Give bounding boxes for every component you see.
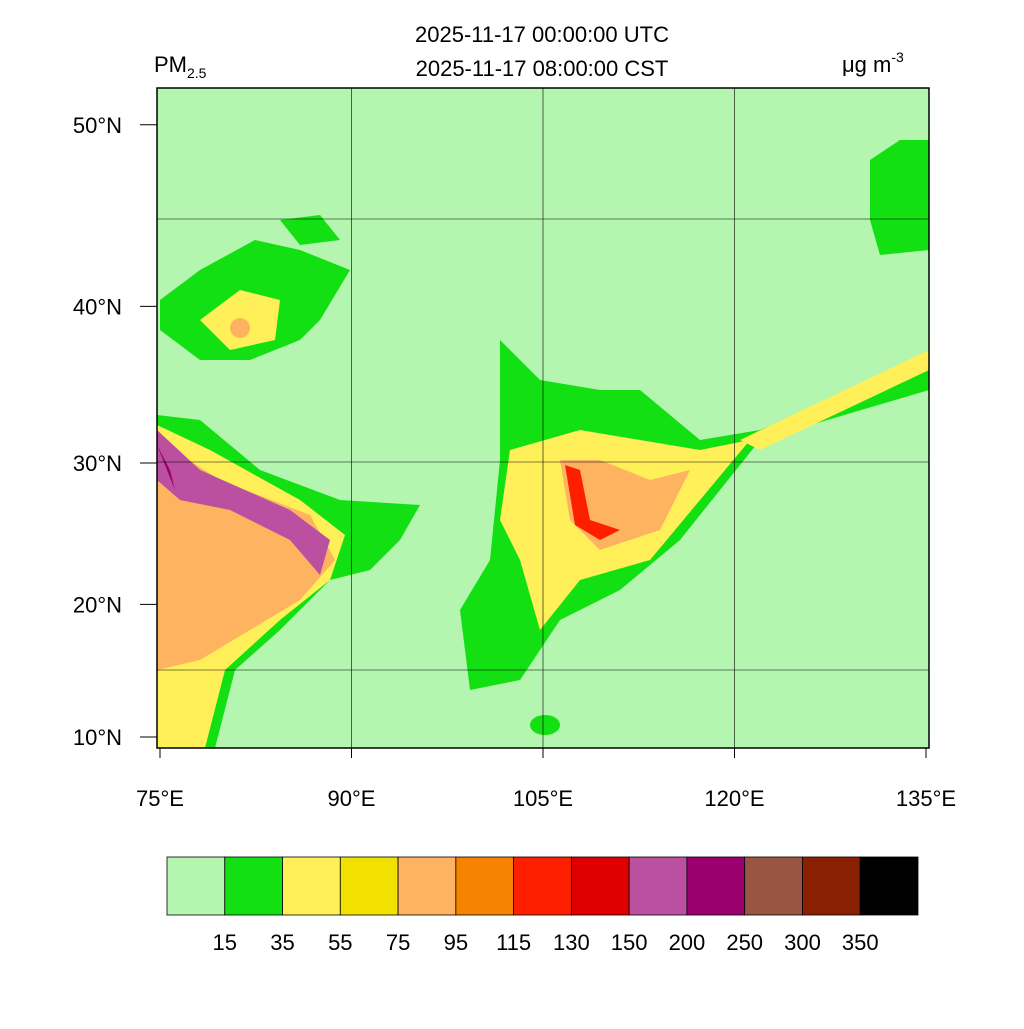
colorbar-box xyxy=(628,856,688,916)
title-line: 2025-11-17 08:00:00 CST xyxy=(416,56,669,81)
y-tick-label: 20°N xyxy=(73,592,122,617)
colorbar-label: 15 xyxy=(213,930,237,955)
colorbar-box xyxy=(224,856,283,916)
colorbar-box xyxy=(455,856,515,916)
colorbar-box xyxy=(802,856,861,916)
y-tick-label: 10°N xyxy=(73,725,122,750)
variable-label: PM2.5 xyxy=(154,52,207,81)
colorbar-label: 55 xyxy=(328,930,352,955)
contour xyxy=(157,430,330,575)
y-tick-label: 40°N xyxy=(73,294,122,319)
colorbar-label: 35 xyxy=(270,930,294,955)
colorbar-label: 130 xyxy=(553,930,590,955)
colorbar-label: 250 xyxy=(726,930,763,955)
y-tick-label: 30°N xyxy=(73,451,122,476)
colorbar-box xyxy=(282,856,341,916)
colorbar-box xyxy=(859,856,919,916)
colorbar-label: 75 xyxy=(386,930,410,955)
contour xyxy=(230,318,250,338)
x-tick-label: 75°E xyxy=(136,786,184,811)
contour xyxy=(870,140,929,255)
colorbar-label: 350 xyxy=(842,930,879,955)
colorbar-label: 115 xyxy=(496,930,531,955)
x-tick-label: 120°E xyxy=(704,786,764,811)
colorbar-label: 200 xyxy=(669,930,706,955)
colorbar-box xyxy=(744,856,803,916)
contour xyxy=(280,215,340,245)
y-tick-label: 50°N xyxy=(73,113,122,138)
colorbar-label: 150 xyxy=(611,930,648,955)
colorbar-box xyxy=(513,856,572,916)
x-tick-label: 135°E xyxy=(896,786,956,811)
colorbar-box xyxy=(570,856,630,916)
x-tick-label: 90°E xyxy=(328,786,376,811)
contour xyxy=(157,445,175,490)
units-sup: -3 xyxy=(891,49,904,65)
colorbar-box xyxy=(166,856,226,916)
variable: PM xyxy=(154,52,187,77)
colorbar-box xyxy=(397,856,457,916)
contour xyxy=(565,465,620,540)
colorbar-label: 95 xyxy=(444,930,468,955)
title-line: 2025-11-17 00:00:00 UTC xyxy=(415,22,669,47)
units: μg m xyxy=(842,52,891,77)
x-tick-label: 105°E xyxy=(513,786,573,811)
colorbar-box xyxy=(339,856,399,916)
contour xyxy=(460,340,929,690)
variable-sub: 2.5 xyxy=(187,65,207,81)
units-label: μg m-3 xyxy=(842,49,904,77)
contour xyxy=(530,715,560,735)
colorbar-label: 300 xyxy=(784,930,821,955)
colorbar-box xyxy=(686,856,746,916)
contour xyxy=(740,350,929,450)
